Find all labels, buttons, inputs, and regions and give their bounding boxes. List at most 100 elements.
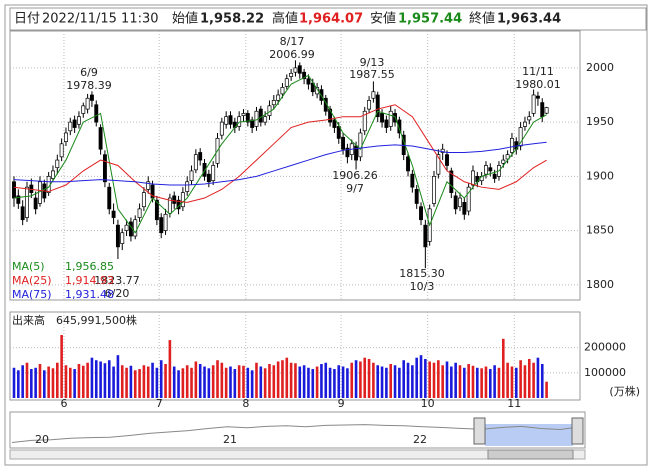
candle-body	[522, 121, 527, 127]
candle-body	[16, 195, 21, 204]
volume-bar	[454, 362, 457, 398]
candle-body	[436, 154, 441, 175]
candle-body	[85, 97, 90, 110]
candle-body	[501, 159, 506, 164]
navigator-label: 21	[223, 433, 237, 446]
candle-body	[20, 206, 25, 221]
candle-body	[189, 170, 194, 182]
candle-body	[250, 119, 255, 128]
candle-body	[302, 71, 307, 80]
volume-bar	[103, 363, 107, 398]
volume-bar	[302, 365, 306, 398]
high-label: 高値	[272, 11, 298, 27]
volume-bar	[333, 369, 336, 398]
volume-bar	[73, 369, 76, 398]
candle-body	[258, 108, 263, 123]
volume-bar	[458, 365, 462, 398]
candle-body	[367, 100, 372, 110]
volume-bar	[298, 366, 302, 398]
candle-body	[211, 165, 216, 182]
volume-bar	[155, 367, 159, 398]
volume-bar	[43, 370, 46, 398]
candle-body	[341, 136, 346, 150]
x-tick-label: 9	[338, 397, 345, 410]
volume-bar	[519, 360, 522, 398]
candle-body	[540, 102, 545, 118]
y-tick-label: 1950	[586, 115, 614, 128]
open-label: 始値	[172, 11, 198, 27]
candle-body	[64, 132, 68, 142]
volume-bar	[237, 365, 241, 398]
candle-body	[46, 175, 51, 193]
candle-body	[453, 195, 458, 210]
volume-bar	[480, 368, 483, 398]
datetime: 2022/11/15 11:30	[42, 12, 159, 27]
volume-bar	[259, 366, 263, 398]
candle-body	[406, 156, 410, 172]
volume-bar	[359, 361, 362, 398]
volume-bar	[142, 365, 146, 398]
volume-bar	[133, 370, 137, 398]
volume-bar	[90, 357, 94, 398]
candle-body	[284, 78, 289, 87]
legend-value: 1,931.48	[65, 288, 114, 301]
candle-body	[510, 138, 514, 153]
x-tick-label: 8	[242, 397, 249, 410]
volume-bar	[540, 364, 544, 398]
volume-bar	[424, 358, 427, 398]
candle-body	[107, 186, 112, 210]
volume-bar	[445, 361, 449, 398]
high-value: 1,964.07	[299, 12, 363, 27]
candle-body	[280, 87, 285, 95]
candle-body	[471, 170, 475, 186]
candle-body	[293, 67, 298, 73]
volume-bar	[94, 360, 98, 398]
volume-bar	[376, 365, 380, 398]
volume-bar	[346, 368, 349, 398]
candle-body	[440, 148, 445, 153]
y-tick-label: 2000	[586, 61, 614, 74]
volume-bar	[406, 362, 410, 398]
volume-bar	[393, 365, 397, 398]
candle-body	[488, 167, 493, 172]
volume-bar	[159, 360, 163, 398]
volume-bar	[229, 366, 232, 398]
ma-line	[13, 74, 547, 234]
low-label: 安値	[370, 11, 396, 27]
volume-bar	[372, 362, 375, 398]
volume-bar	[77, 364, 81, 398]
candle-body	[432, 175, 436, 204]
price-panel	[9, 30, 581, 301]
volume-bar	[242, 365, 245, 398]
legend-value: 1,914.93	[65, 274, 114, 287]
annotation-price: 1823.77	[94, 274, 140, 287]
volume-bar	[532, 362, 535, 398]
volume-bar	[107, 360, 111, 398]
volume-bar	[146, 366, 150, 398]
candle-body	[328, 108, 333, 123]
annotation-date: 9/13	[360, 56, 385, 69]
volume-bar	[185, 365, 189, 398]
low-value: 1,957.44	[398, 12, 462, 27]
volume-bar	[112, 366, 115, 398]
volume-bar	[289, 362, 293, 398]
volume-bar	[276, 361, 280, 398]
volume-bar	[285, 357, 289, 398]
volume-bar	[367, 358, 371, 398]
volume-bar	[419, 355, 423, 398]
volume-bar	[354, 360, 358, 398]
volume-bar	[476, 367, 479, 398]
annotation-date: 6/20	[105, 287, 130, 300]
volume-bar	[272, 365, 276, 398]
volume-bar	[545, 381, 548, 398]
candle-body	[68, 121, 73, 132]
volume-bar	[68, 367, 72, 398]
candle-body	[72, 119, 77, 128]
handle-right	[571, 417, 584, 445]
volume-bar	[216, 360, 219, 398]
volume-bar	[415, 357, 418, 398]
candle-body	[59, 143, 64, 158]
legend-label: MA(5)	[12, 260, 45, 273]
volume-bar	[337, 365, 341, 398]
navigator-label: 22	[413, 433, 427, 446]
